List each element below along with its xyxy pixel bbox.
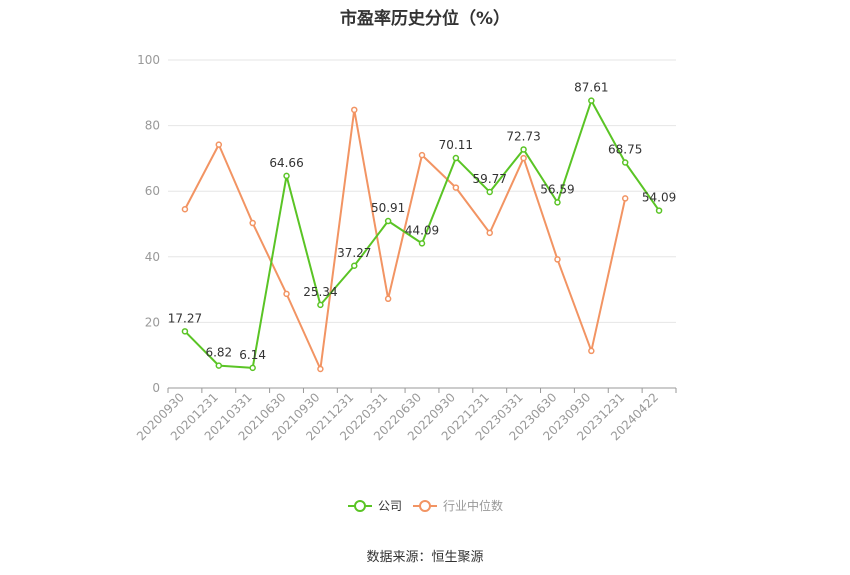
data-point: [181, 205, 189, 213]
data-point: [418, 151, 426, 159]
data-point: [283, 290, 290, 298]
y-tick-label: 100: [137, 53, 160, 67]
y-tick-label: 80: [145, 119, 160, 133]
data-point: [486, 229, 493, 237]
data-point: [215, 141, 223, 148]
data-point: [215, 362, 223, 369]
legend-swatch-marker[interactable]: [354, 500, 366, 512]
data-point: [249, 364, 256, 372]
x-axis-ticks: 2020093020201231202103312021063020210930…: [134, 390, 661, 443]
data-label: 17.27: [168, 311, 202, 325]
data-label: 50.91: [371, 201, 405, 215]
legend-label[interactable]: 公司: [378, 499, 402, 513]
y-tick-label: 0: [152, 381, 160, 395]
data-label: 72.73: [506, 129, 540, 143]
data-point: [520, 146, 527, 153]
data-point: [249, 219, 256, 227]
data-point: [181, 328, 189, 335]
legend-label[interactable]: 行业中位数: [443, 498, 503, 513]
chart-title: 市盈率历史分位（%）: [339, 9, 511, 29]
data-label: 6.82: [205, 346, 232, 360]
y-tick-label: 20: [145, 315, 160, 329]
y-tick-label: 60: [145, 184, 160, 198]
data-point: [283, 172, 290, 180]
data-point: [384, 295, 392, 303]
data-label: 6.14: [239, 348, 266, 362]
data-point: [452, 154, 460, 162]
data-label: 68.75: [608, 143, 642, 157]
y-axis-ticks: 0 20 40 60 80 100: [137, 53, 160, 395]
data-point: [384, 217, 392, 225]
data-point: [317, 365, 324, 373]
series-line: [184, 108, 627, 370]
data-point: [317, 301, 324, 309]
legend[interactable]: 公司 行业中位数: [348, 498, 503, 513]
data-point: [418, 240, 426, 247]
data-label: 59.77: [473, 172, 507, 186]
data-label: 70.11: [439, 138, 473, 152]
data-point: [588, 347, 595, 355]
data-label: 25.34: [303, 285, 337, 299]
y-tick-label: 40: [145, 250, 160, 264]
data-point: [621, 159, 629, 166]
data-label: 44.09: [405, 223, 439, 237]
data-point: [351, 106, 358, 114]
data-point: [655, 207, 663, 214]
data-label: 87.61: [574, 81, 608, 95]
data-point: [351, 262, 358, 270]
x-axis: [167, 387, 677, 393]
data-point: [520, 154, 527, 162]
data-label: 64.66: [269, 156, 303, 170]
grid-lines: [168, 59, 676, 323]
data-point: [486, 188, 493, 196]
data-point: [554, 256, 561, 263]
data-label: 37.27: [337, 246, 371, 260]
data-point: [588, 97, 595, 104]
data-point: [621, 195, 629, 202]
data-point: [452, 184, 460, 191]
series-group: [181, 97, 663, 373]
data-point: [554, 199, 561, 206]
data-label: 54.09: [642, 191, 676, 205]
data-label: 56.59: [540, 182, 574, 196]
legend-swatch-marker[interactable]: [419, 500, 431, 512]
data-source: 数据来源：恒生聚源: [366, 550, 484, 565]
